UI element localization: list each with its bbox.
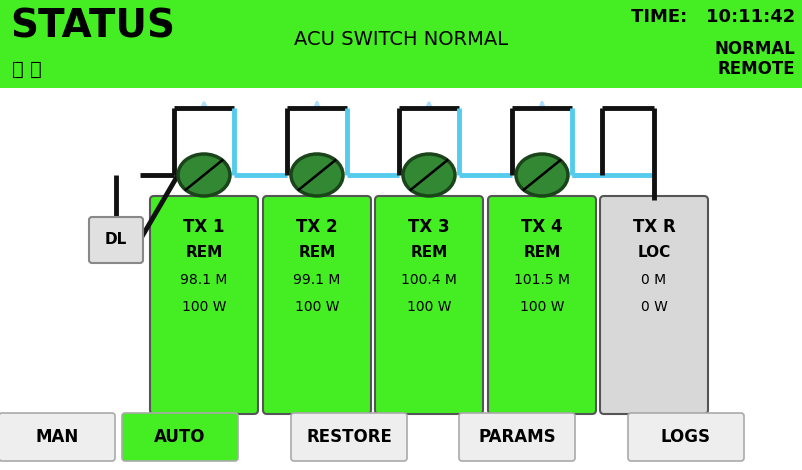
Text: TIME:   10:11:42: TIME: 10:11:42 — [630, 8, 794, 26]
Text: LOGS: LOGS — [660, 428, 710, 446]
Text: 100 W: 100 W — [294, 300, 338, 314]
Text: TX 2: TX 2 — [296, 218, 338, 236]
Text: MAN: MAN — [35, 428, 79, 446]
Text: 0 M: 0 M — [641, 273, 666, 287]
Text: REM: REM — [410, 245, 447, 260]
FancyBboxPatch shape — [263, 196, 371, 414]
Text: 100 W: 100 W — [407, 300, 451, 314]
FancyBboxPatch shape — [627, 413, 743, 461]
Text: DL: DL — [105, 233, 127, 248]
Text: STATUS: STATUS — [10, 8, 175, 46]
FancyBboxPatch shape — [459, 413, 574, 461]
Text: 100 W: 100 W — [181, 300, 226, 314]
Text: ⎓ ⎓: ⎓ ⎓ — [12, 60, 42, 79]
FancyBboxPatch shape — [0, 413, 115, 461]
Text: 99.1 M: 99.1 M — [293, 273, 340, 287]
Text: REM: REM — [298, 245, 335, 260]
Text: REMOTE: REMOTE — [716, 60, 794, 78]
Text: 0 W: 0 W — [640, 300, 666, 314]
FancyBboxPatch shape — [488, 196, 595, 414]
Text: RESTORE: RESTORE — [306, 428, 391, 446]
Text: PARAMS: PARAMS — [478, 428, 555, 446]
Text: TX 1: TX 1 — [183, 218, 225, 236]
FancyBboxPatch shape — [89, 217, 143, 263]
Text: 98.1 M: 98.1 M — [180, 273, 228, 287]
FancyBboxPatch shape — [122, 413, 237, 461]
Text: REM: REM — [523, 245, 560, 260]
FancyBboxPatch shape — [599, 196, 707, 414]
Ellipse shape — [178, 154, 229, 196]
Text: AUTO: AUTO — [154, 428, 205, 446]
Text: 101.5 M: 101.5 M — [513, 273, 569, 287]
FancyBboxPatch shape — [150, 196, 257, 414]
Text: TX R: TX R — [632, 218, 674, 236]
Text: TX 4: TX 4 — [520, 218, 562, 236]
Text: 100.4 M: 100.4 M — [400, 273, 456, 287]
FancyBboxPatch shape — [290, 413, 407, 461]
Text: NORMAL: NORMAL — [713, 40, 794, 58]
FancyBboxPatch shape — [375, 196, 482, 414]
Text: ACU SWITCH NORMAL: ACU SWITCH NORMAL — [294, 30, 508, 49]
Bar — [0, 0, 802, 88]
Text: 100 W: 100 W — [519, 300, 564, 314]
Ellipse shape — [403, 154, 455, 196]
Text: REM: REM — [185, 245, 222, 260]
Ellipse shape — [516, 154, 567, 196]
Text: LOC: LOC — [637, 245, 670, 260]
Ellipse shape — [290, 154, 342, 196]
Text: TX 3: TX 3 — [407, 218, 449, 236]
